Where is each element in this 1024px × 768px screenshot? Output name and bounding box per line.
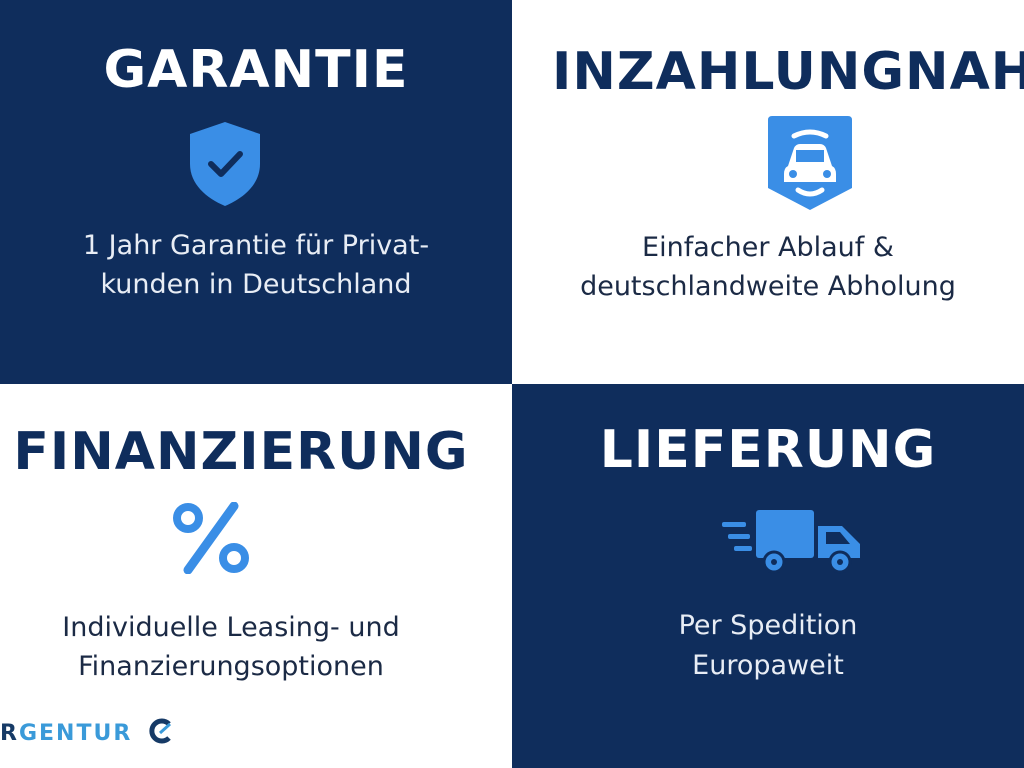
car-badge-icon (768, 116, 852, 210)
logo-text-r: R (0, 721, 19, 746)
tile-desc-line2: kunden in Deutschland (100, 269, 412, 300)
tile-inzahlungnahme: INZAHLUNGNAHME Einfacher Ablauf & deutsc… (512, 0, 1024, 384)
tile-lieferung: LIEFERUNG Per Spedition Europaweit (512, 384, 1024, 768)
logo-mark-icon (149, 718, 171, 744)
tile-garantie: GARANTIE 1 Jahr Garantie für Privat- kun… (0, 0, 512, 384)
tile-desc-line1: 1 Jahr Garantie für Privat- (82, 230, 430, 261)
tile-title: GARANTIE (103, 40, 409, 100)
tile-desc-line2: deutschlandweite Abholung (580, 271, 956, 302)
shield-check-icon (190, 122, 260, 206)
logo-text: GENTUR (18, 721, 133, 746)
brand-logo: RGENTUR (0, 718, 174, 746)
tile-desc-line2: Finanzierungsoptionen (78, 651, 384, 682)
tile-desc-line1: Individuelle Leasing- und (62, 612, 400, 643)
delivery-truck-icon (722, 510, 860, 574)
percent-icon (173, 502, 249, 574)
tile-desc-line1: Per Spedition (678, 610, 858, 641)
tile-title: LIEFERUNG (599, 420, 937, 480)
tile-title: INZAHLUNGNAHME (552, 42, 1024, 102)
tile-desc-line2: Europaweit (692, 650, 844, 681)
tile-finanzierung: FINANZIERUNG Individuelle Leasing- und F… (0, 384, 512, 768)
tile-desc-line1: Einfacher Ablauf & (642, 232, 894, 263)
tile-title: FINANZIERUNG (13, 422, 469, 482)
